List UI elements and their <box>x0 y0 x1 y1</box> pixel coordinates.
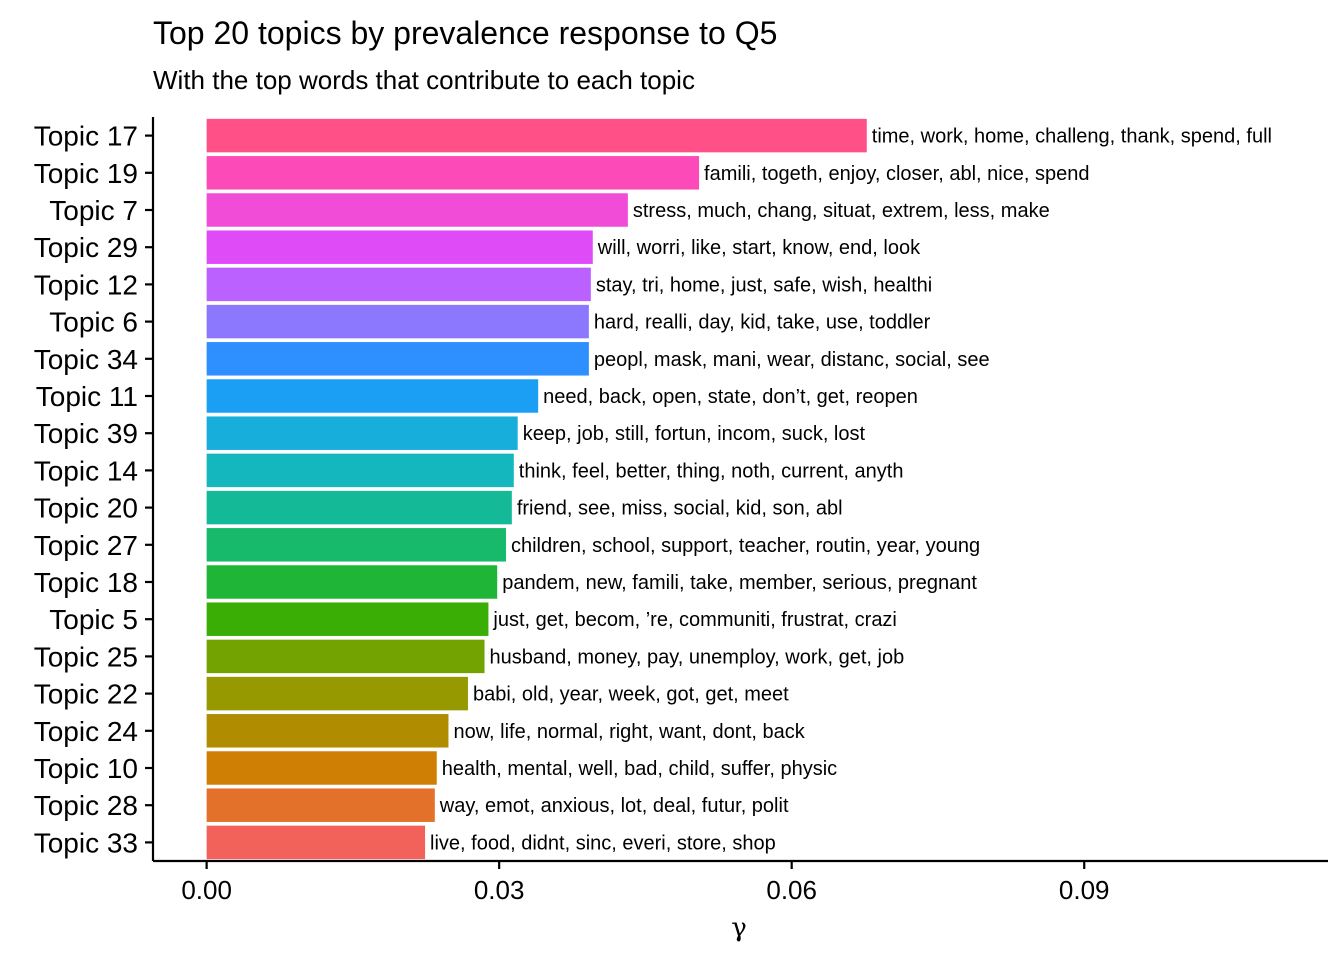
y-tick-label: Topic 28 <box>34 790 138 821</box>
y-tick-label: Topic 27 <box>34 530 138 561</box>
x-tick-label: 0.00 <box>181 875 232 905</box>
y-tick-label: Topic 39 <box>34 418 138 449</box>
y-tick-label: Topic 19 <box>34 158 138 189</box>
bar <box>206 230 593 264</box>
y-tick-label: Topic 10 <box>34 753 138 784</box>
bar-label: will, worri, like, start, know, end, loo… <box>597 237 921 259</box>
bar-label: health, mental, well, bad, child, suffer… <box>442 758 837 780</box>
y-tick-label: Topic 24 <box>34 716 138 747</box>
y-tick-label: Topic 17 <box>34 121 138 152</box>
y-tick-label: Topic 11 <box>36 381 138 412</box>
bar <box>206 304 589 339</box>
bar <box>206 528 506 562</box>
bar-label: famili, togeth, enjoy, closer, abl, nice… <box>704 163 1089 185</box>
bar <box>206 118 867 153</box>
bar-label: stress, much, chang, situat, extrem, les… <box>633 200 1050 222</box>
y-tick-label: Topic 12 <box>34 269 138 300</box>
y-tick-label: Topic 20 <box>34 493 138 524</box>
y-tick-label: Topic 18 <box>34 567 138 598</box>
bar-label: stay, tri, home, just, safe, wish, healt… <box>596 274 932 296</box>
y-tick-label: Topic 5 <box>49 604 138 635</box>
chart-title: Top 20 topics by prevalence response to … <box>153 15 777 51</box>
bar-label: just, get, becom, ’re, communiti, frustr… <box>492 609 896 631</box>
x-tick-label: 0.06 <box>766 875 817 905</box>
y-tick-label: Topic 22 <box>34 679 138 710</box>
bar-label: think, feel, better, thing, noth, curren… <box>519 460 904 482</box>
bar <box>206 453 514 488</box>
bar <box>206 714 449 748</box>
bar <box>206 676 468 711</box>
bar-label: husband, money, pay, unemploy, work, get… <box>490 646 905 668</box>
x-tick-label: 0.09 <box>1059 875 1110 905</box>
x-axis: 0.00 0.03 0.06 0.09 <box>153 859 1328 905</box>
bar-label: way, emot, anxious, lot, deal, futur, po… <box>439 795 789 817</box>
bar <box>206 602 489 636</box>
bar <box>206 751 437 785</box>
bar-label: keep, job, still, fortun, incom, suck, l… <box>523 423 866 445</box>
bar-label: pandem, new, famili, take, member, serio… <box>502 572 977 594</box>
bar <box>206 267 591 302</box>
y-tick-label: Topic 14 <box>34 455 138 486</box>
bar-label: live, food, didnt, sinc, everi, store, s… <box>430 832 776 854</box>
bars-group: time, work, home, challeng, thank, spend… <box>206 118 1272 860</box>
bar <box>206 416 518 450</box>
bar-label: time, work, home, challeng, thank, spend… <box>872 126 1272 148</box>
x-axis-label: γ <box>731 913 747 943</box>
y-tick-label: Topic 7 <box>49 195 138 226</box>
y-tick-label: Topic 34 <box>34 344 138 375</box>
bar <box>206 490 512 525</box>
bar-label: peopl, mask, mani, wear, distanc, social… <box>594 349 990 371</box>
bar <box>206 825 426 860</box>
bar-label: hard, realli, day, kid, take, use, toddl… <box>594 312 931 334</box>
x-tick-label: 0.03 <box>474 875 525 905</box>
bar <box>206 565 498 599</box>
bar <box>206 193 628 227</box>
bar <box>206 379 539 413</box>
bar-label: babi, old, year, week, got, get, meet <box>473 684 789 706</box>
y-tick-label: Topic 29 <box>34 232 138 263</box>
y-tick-label: Topic 6 <box>49 307 138 338</box>
y-axis: Topic 17 Topic 19 Topic 7 Topic 29 Topic 12 T… <box>34 117 155 861</box>
bar <box>206 788 435 822</box>
bar <box>206 156 700 190</box>
y-tick-label: Topic 33 <box>34 827 138 858</box>
bar-label: children, school, support, teacher, rout… <box>511 535 980 557</box>
bar-label: friend, see, miss, social, kid, son, abl <box>517 498 843 520</box>
chart-subtitle: With the top words that contribute to ea… <box>153 65 695 95</box>
bar <box>206 639 485 674</box>
bar-label: need, back, open, state, don’t, get, reo… <box>543 386 918 408</box>
bar <box>206 342 589 376</box>
bar-label: now, life, normal, right, want, dont, ba… <box>453 721 805 743</box>
y-tick-label: Topic 25 <box>34 641 138 672</box>
